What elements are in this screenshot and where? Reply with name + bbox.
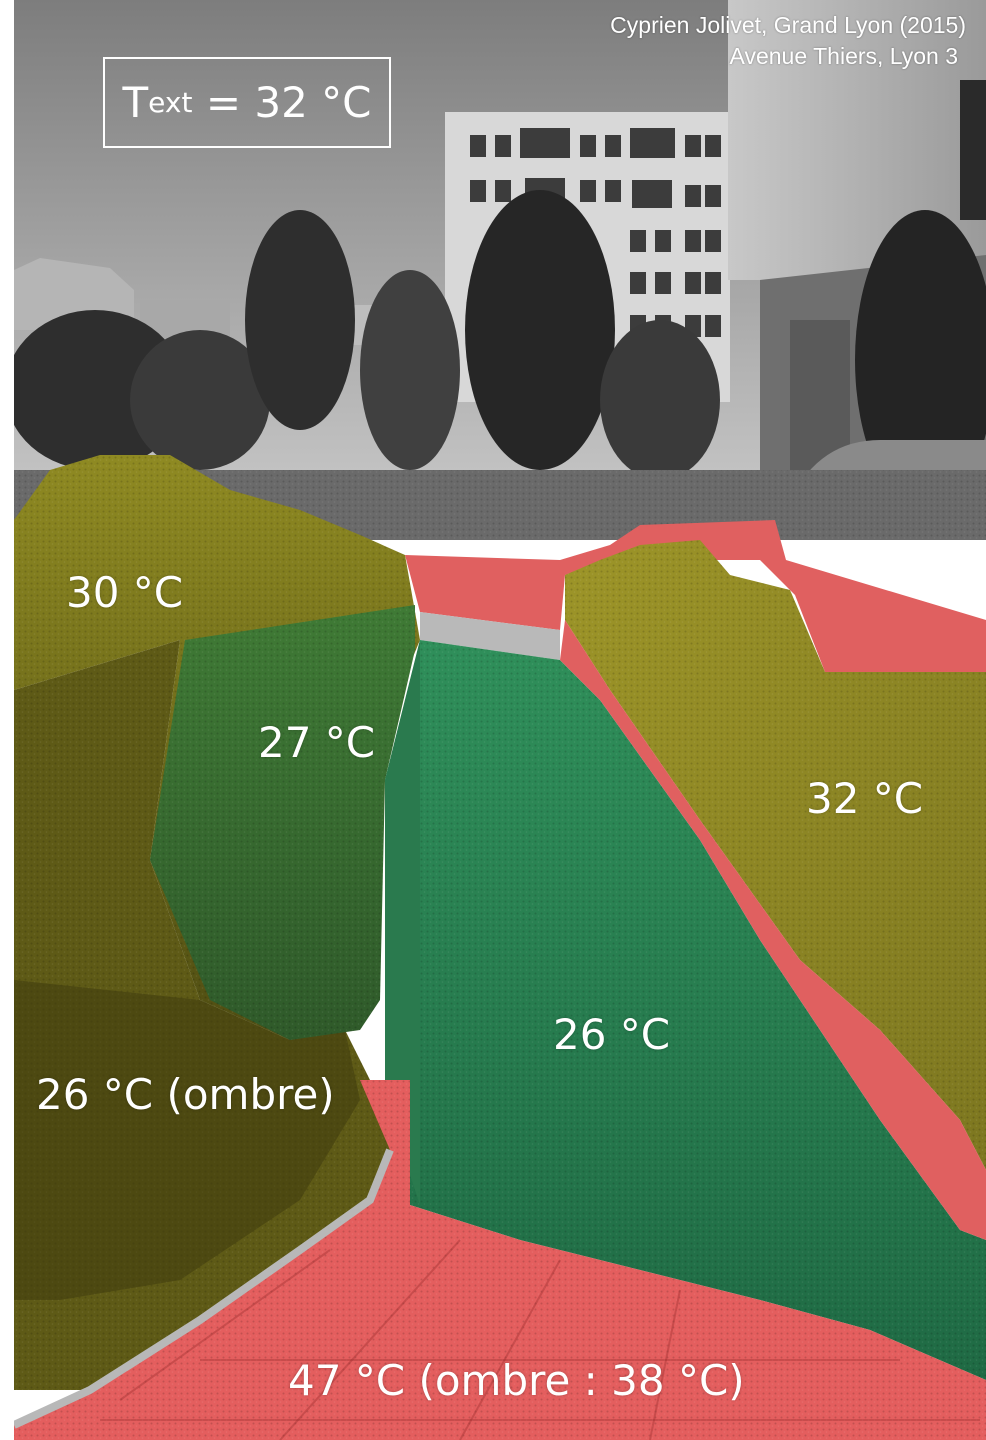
- ambient-temperature-symbol: T: [122, 78, 149, 127]
- ambient-temperature-value: = 32 °C: [205, 78, 372, 127]
- temp-label-vegetation-shade: 26 °C (ombre): [36, 1070, 335, 1119]
- temp-label-vegetation-left: 30 °C: [66, 568, 184, 617]
- temp-label-grass-path: 26 °C: [553, 1010, 671, 1059]
- temp-label-lawn: 27 °C: [258, 718, 376, 767]
- photo-credit: Cyprien Jolivet, Grand Lyon (2015): [610, 12, 966, 38]
- ambient-temperature-subscript: ext: [148, 86, 193, 119]
- temp-label-vegetation-right: 32 °C: [806, 774, 924, 823]
- photo-location: Avenue Thiers, Lyon 3: [729, 43, 958, 69]
- temp-label-pavement: 47 °C (ombre : 38 °C): [288, 1356, 745, 1405]
